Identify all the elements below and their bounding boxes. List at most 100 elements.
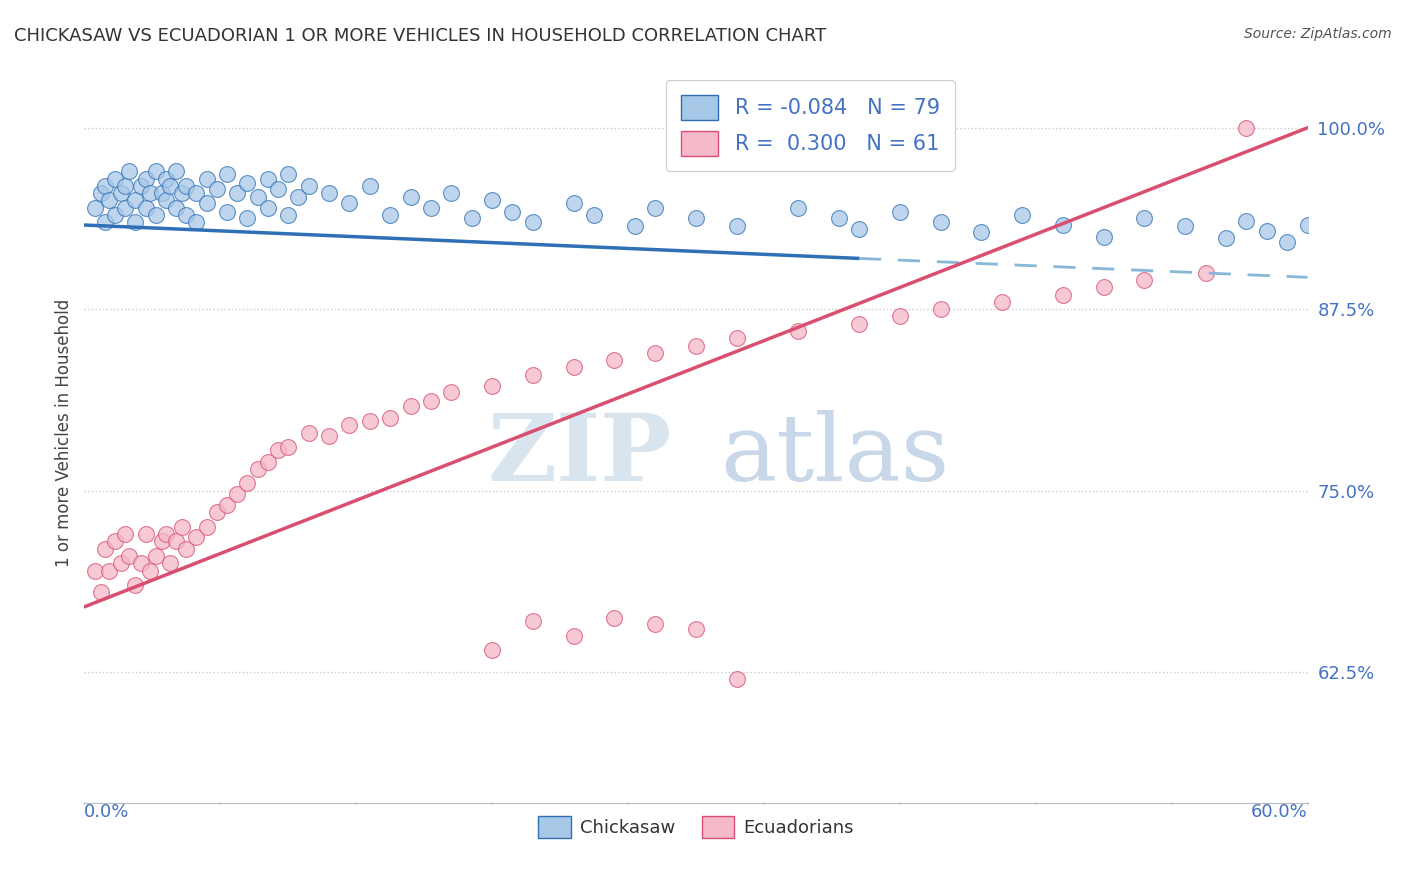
Point: [562, 196, 585, 211]
Point: [257, 201, 280, 215]
Point: [359, 414, 381, 428]
Point: [110, 556, 132, 570]
Point: [380, 411, 402, 425]
Point: [145, 164, 167, 178]
Point: [165, 534, 187, 549]
Text: atlas: atlas: [720, 409, 949, 500]
Point: [685, 211, 707, 225]
Point: [131, 178, 153, 193]
Point: [440, 186, 463, 200]
Text: 0.0%: 0.0%: [84, 803, 129, 821]
Point: [205, 506, 228, 520]
Point: [131, 556, 153, 570]
Point: [440, 384, 463, 399]
Point: [889, 310, 911, 324]
Point: [150, 534, 173, 549]
Point: [685, 338, 707, 352]
Point: [236, 211, 259, 225]
Point: [93, 215, 115, 229]
Point: [644, 201, 666, 215]
Point: [339, 418, 361, 433]
Point: [226, 186, 249, 200]
Point: [236, 176, 259, 190]
Point: [481, 194, 503, 208]
Point: [124, 194, 146, 208]
Point: [1296, 218, 1319, 232]
Point: [318, 428, 340, 442]
Point: [155, 171, 177, 186]
Point: [83, 564, 105, 578]
Point: [725, 219, 748, 234]
Point: [104, 208, 127, 222]
Text: ZIP: ZIP: [488, 409, 672, 500]
Point: [929, 302, 952, 317]
Point: [1277, 235, 1299, 250]
Point: [1174, 219, 1197, 234]
Point: [1236, 120, 1258, 135]
Point: [1092, 280, 1115, 294]
Point: [522, 215, 544, 229]
Text: Source: ZipAtlas.com: Source: ZipAtlas.com: [1244, 27, 1392, 41]
Point: [339, 196, 361, 211]
Point: [246, 462, 269, 476]
Point: [138, 186, 160, 200]
Point: [165, 164, 187, 178]
Point: [1011, 208, 1033, 222]
Point: [644, 345, 666, 359]
Point: [725, 331, 748, 345]
Point: [277, 208, 299, 222]
Point: [359, 178, 381, 193]
Point: [186, 186, 208, 200]
Point: [186, 530, 208, 544]
Point: [217, 498, 239, 512]
Point: [1236, 213, 1258, 227]
Point: [725, 673, 748, 687]
Point: [787, 324, 810, 338]
Point: [970, 225, 993, 239]
Point: [298, 178, 321, 193]
Point: [172, 520, 194, 534]
Point: [174, 208, 197, 222]
Point: [257, 171, 280, 186]
Point: [135, 171, 157, 186]
Point: [277, 167, 299, 181]
Point: [991, 295, 1014, 310]
Point: [124, 215, 146, 229]
Point: [848, 222, 870, 236]
Point: [298, 425, 321, 440]
Point: [93, 178, 115, 193]
Point: [114, 201, 136, 215]
Point: [83, 201, 105, 215]
Text: CHICKASAW VS ECUADORIAN 1 OR MORE VEHICLES IN HOUSEHOLD CORRELATION CHART: CHICKASAW VS ECUADORIAN 1 OR MORE VEHICL…: [14, 27, 827, 45]
Point: [124, 578, 146, 592]
Point: [889, 205, 911, 219]
Point: [145, 208, 167, 222]
Point: [114, 178, 136, 193]
Point: [246, 190, 269, 204]
Point: [172, 186, 194, 200]
Point: [1215, 231, 1237, 245]
Point: [145, 549, 167, 563]
Point: [1195, 266, 1218, 280]
Point: [318, 186, 340, 200]
Point: [217, 205, 239, 219]
Point: [226, 486, 249, 500]
Point: [522, 368, 544, 382]
Point: [195, 520, 218, 534]
Point: [104, 171, 127, 186]
Point: [399, 190, 422, 204]
Point: [583, 208, 606, 222]
Point: [1133, 211, 1156, 225]
Point: [257, 455, 280, 469]
Point: [150, 186, 173, 200]
Point: [104, 534, 127, 549]
Point: [174, 178, 197, 193]
Point: [380, 208, 402, 222]
Point: [159, 178, 181, 193]
Point: [90, 186, 112, 200]
Point: [205, 182, 228, 196]
Point: [159, 556, 181, 570]
Point: [267, 443, 290, 458]
Point: [110, 186, 132, 200]
Point: [1052, 218, 1074, 232]
